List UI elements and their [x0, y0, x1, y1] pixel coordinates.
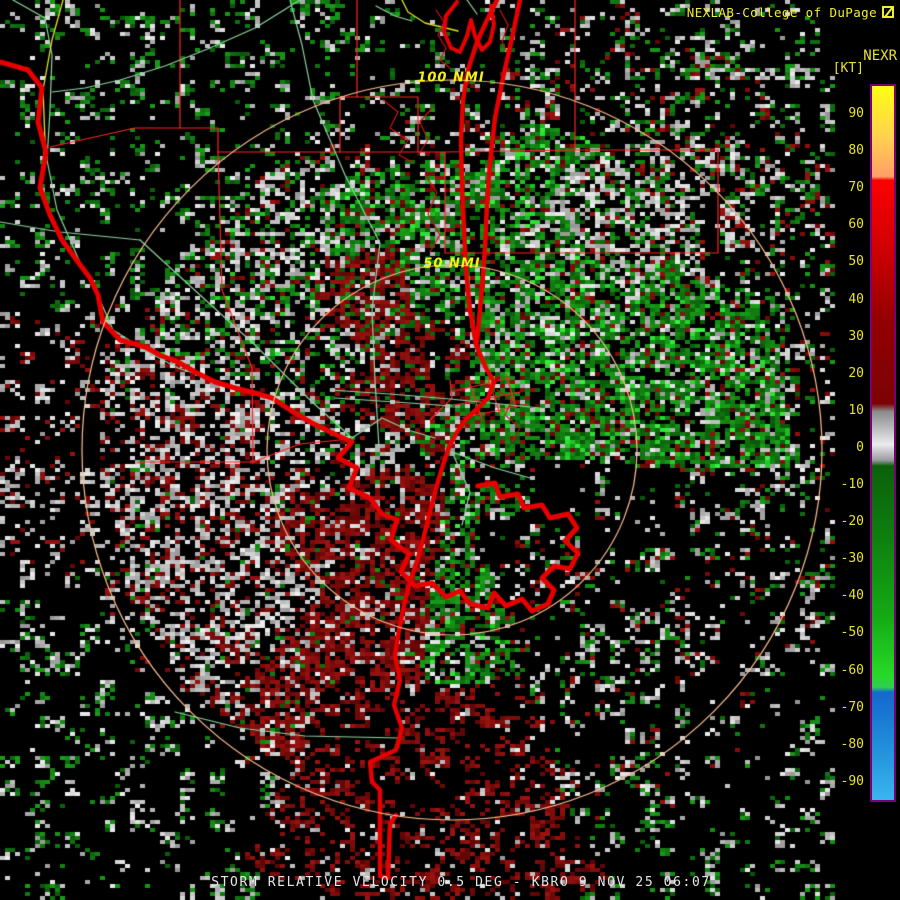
colorbar-tick: 30	[848, 328, 864, 344]
colorbar-tick: 60	[848, 217, 864, 233]
colorbar-tick: -80	[840, 736, 864, 752]
app-title: NEXLAB-College of DuPage	[686, 5, 877, 20]
colorbar-tick: -50	[840, 625, 864, 641]
colorbar-tick: -70	[840, 699, 864, 715]
colorbar-tick: 0	[856, 439, 864, 455]
colorbar-units: [KT]	[832, 61, 864, 76]
colorbar-tick: -90	[840, 773, 864, 789]
colorbar-tick: -10	[840, 477, 864, 492]
colorbar-tick: 20	[848, 365, 864, 381]
header: NEXLAB-College of DuPage	[687, 5, 895, 20]
colorbar-tick: 50	[848, 254, 864, 270]
colorbar-tick: -30	[840, 551, 864, 567]
cod-weather-logo-icon	[882, 6, 895, 19]
colorbar-tick: 90	[848, 106, 864, 121]
colorbar-tick: -20	[840, 514, 864, 530]
product-title: STORM RELATIVE VELOCITY 0.5 DEG - KBRO 9…	[211, 875, 711, 890]
colorbar-tick: 40	[848, 291, 864, 307]
colorbar-gradient	[870, 84, 896, 802]
colorbar-tick: -60	[840, 662, 864, 678]
colorbar-tick: 10	[848, 402, 864, 418]
colorbar-tick: 80	[848, 143, 864, 159]
colorbar-title: NEXR	[863, 48, 897, 64]
range-ring-label-50nmi: 50 NMI	[423, 256, 481, 272]
colorbar-tick: 70	[848, 180, 864, 196]
range-ring-label-100nmi: 100 NMI	[417, 70, 485, 86]
colorbar-tick: -40	[840, 588, 864, 604]
